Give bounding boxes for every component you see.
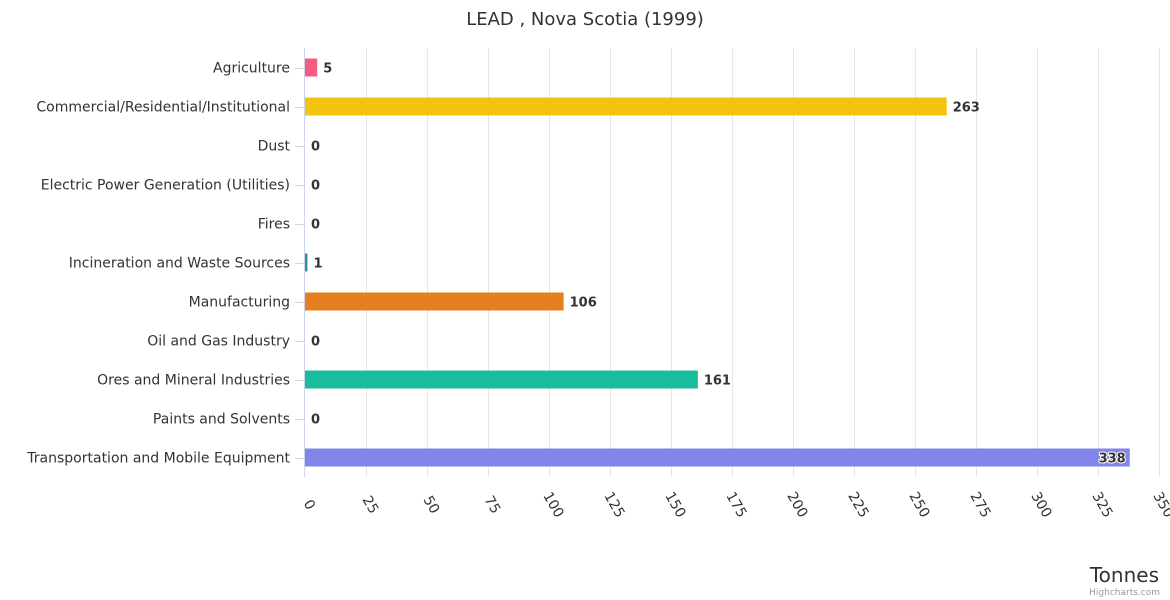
value-axis-ticks: 0 25 50 75 100 125 150 175 200 225 250 275 300 325 350	[300, 489, 1170, 520]
tick-label: 175	[722, 489, 749, 520]
credits-link[interactable]: Highcharts.com	[1089, 588, 1160, 598]
tick-label: 50	[420, 493, 443, 516]
category-label: Incineration and Waste Sources	[69, 256, 290, 272]
bar[interactable]	[305, 58, 318, 77]
tick-label: 325	[1088, 489, 1115, 520]
tick-label: 300	[1027, 489, 1054, 520]
tick-label: 125	[600, 489, 627, 520]
bar[interactable]	[305, 292, 564, 311]
category-label: Ores and Mineral Industries	[97, 373, 290, 389]
category-label: Transportation and Mobile Equipment	[26, 451, 290, 467]
bar[interactable]	[305, 253, 308, 272]
tick-label: 250	[905, 489, 932, 520]
category-label: Dust	[258, 139, 291, 155]
data-label: 5	[323, 62, 332, 77]
category-label: Electric Power Generation (Utilities)	[41, 178, 290, 194]
tick-label: 350	[1149, 489, 1170, 520]
category-label: Oil and Gas Industry	[147, 334, 290, 350]
data-label: 0	[311, 179, 320, 194]
category-label: Agriculture	[213, 61, 290, 77]
bar[interactable]	[305, 448, 1130, 467]
tick-label: 150	[661, 489, 688, 520]
tick-label: 200	[783, 489, 810, 520]
data-label: 0	[311, 218, 320, 233]
tick-label: 0	[300, 497, 318, 513]
data-label: 0	[311, 335, 320, 350]
category-labels: Agriculture Commercial/Residential/Instit…	[26, 61, 305, 467]
data-labels: 5 263 0 0 0 1 106 0 161 0 338	[311, 62, 1127, 468]
data-label: 263	[953, 101, 980, 116]
category-label: Commercial/Residential/Institutional	[36, 100, 290, 116]
gridlines	[304, 48, 1160, 477]
bars	[305, 58, 1130, 467]
category-label: Manufacturing	[189, 295, 290, 311]
category-label: Paints and Solvents	[153, 412, 290, 428]
tick-label: 225	[844, 489, 871, 520]
data-label: 0	[311, 413, 320, 428]
data-label: 1	[313, 257, 322, 272]
tick-label: 75	[481, 493, 504, 516]
tick-label: 25	[359, 493, 382, 516]
data-label: 161	[704, 374, 731, 389]
bar[interactable]	[305, 97, 947, 116]
chart-title: LEAD , Nova Scotia (1999)	[466, 9, 704, 30]
category-label: Fires	[258, 217, 290, 233]
data-label: 338	[1099, 452, 1126, 467]
data-label: 106	[570, 296, 597, 311]
bar[interactable]	[305, 370, 698, 389]
tick-label: 100	[539, 489, 566, 520]
tick-label: 275	[966, 489, 993, 520]
value-axis-title: Tonnes	[1089, 563, 1159, 587]
data-label: 0	[311, 140, 320, 155]
